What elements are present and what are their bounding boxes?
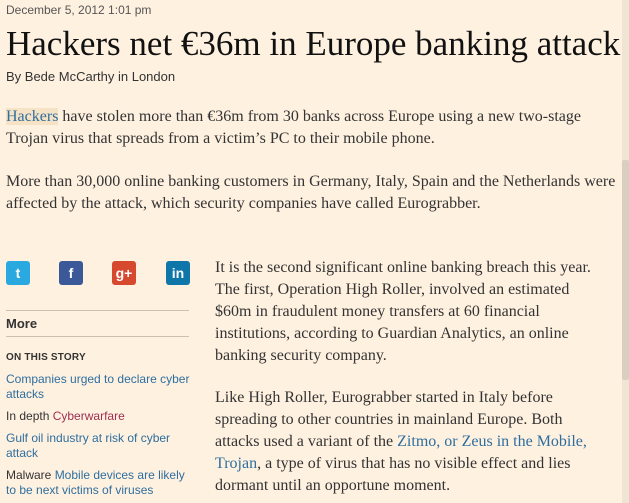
related-story-link[interactable]: Gulf oil industry at risk of cyber attac… bbox=[6, 431, 171, 460]
linkedin-icon: in bbox=[171, 265, 185, 281]
sidebar-divider bbox=[6, 310, 189, 311]
zitmo-link[interactable]: Zitmo, or Zeus in the Mobile, Trojan bbox=[215, 433, 587, 472]
related-story-link[interactable]: Companies urged to declare cyber attacks bbox=[6, 372, 190, 401]
article-paragraph-4: Like High Roller, Eurograbber started in… bbox=[215, 387, 607, 497]
related-story-link[interactable]: Cyberwarfare bbox=[52, 409, 125, 423]
more-heading: More bbox=[6, 316, 38, 331]
twitter-icon: t bbox=[15, 265, 21, 281]
related-story-prefix: Malware bbox=[6, 468, 55, 482]
article-timestamp: December 5, 2012 1:01 pm bbox=[6, 3, 152, 17]
paragraph-4-text-end: , a type of virus that has no visible ef… bbox=[215, 455, 571, 494]
on-this-story-heading: ON THIS STORY bbox=[6, 352, 86, 363]
google-plus-share-button[interactable]: g+ bbox=[112, 261, 136, 285]
facebook-share-button[interactable]: f bbox=[59, 261, 83, 285]
related-story-link[interactable]: Mobile devices are likely to be next vic… bbox=[6, 468, 185, 497]
facebook-icon: f bbox=[68, 265, 74, 281]
sidebar-divider bbox=[6, 336, 189, 337]
paragraph-4-text: Like High Roller, Eurograbber started in… bbox=[215, 389, 563, 450]
google-plus-icon: g+ bbox=[115, 265, 133, 281]
twitter-share-button[interactable]: t bbox=[6, 261, 30, 285]
related-story-item: Gulf oil industry at risk of cyber attac… bbox=[6, 431, 196, 461]
paragraph-1-text: have stolen more than €36m from 30 banks… bbox=[6, 108, 581, 147]
related-story-prefix: In depth bbox=[6, 409, 53, 423]
article-paragraph-2: More than 30,000 online banking customer… bbox=[6, 173, 616, 212]
article-paragraph-1: Hackers have stolen more than €36m from … bbox=[6, 106, 616, 150]
article-headline: Hackers net €36m in Europe banking attac… bbox=[6, 24, 621, 63]
linkedin-share-button[interactable]: in bbox=[166, 261, 190, 285]
related-story-item: In depth Cyberwarfare bbox=[6, 409, 196, 424]
article-byline: By Bede McCarthy in London bbox=[6, 69, 176, 84]
article-paragraph-3: It is the second significant online bank… bbox=[215, 259, 591, 364]
vertical-scrollbar[interactable] bbox=[622, 0, 629, 503]
scrollbar-thumb[interactable] bbox=[622, 160, 629, 380]
hackers-link[interactable]: Hackers bbox=[6, 108, 59, 125]
related-story-item: Malware Mobile devices are likely to be … bbox=[6, 468, 196, 498]
related-story-item: Companies urged to declare cyber attacks bbox=[6, 372, 196, 402]
